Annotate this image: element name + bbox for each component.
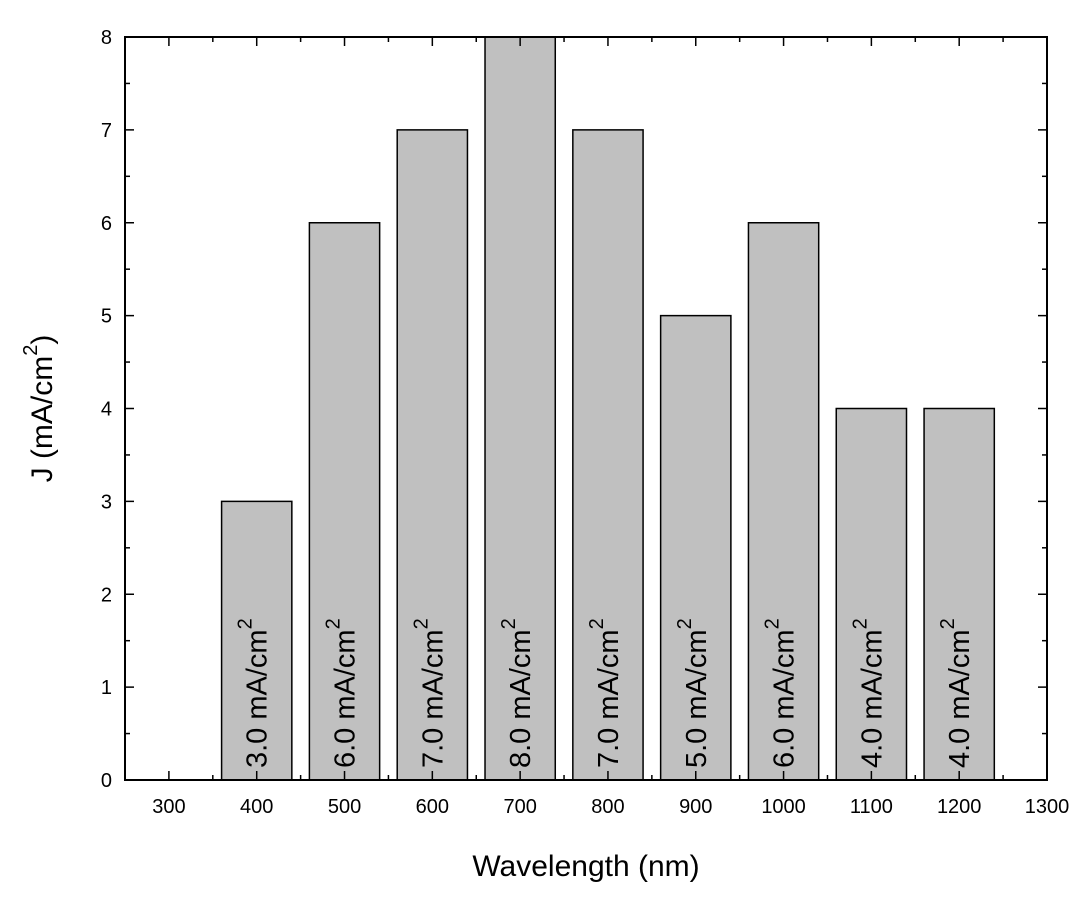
bar-900 — [659, 314, 732, 781]
bar-400 — [220, 500, 293, 781]
y-tick-label: 2 — [101, 584, 112, 606]
bar-label-1000: 6.0 mA/cm2 — [762, 618, 801, 768]
axes-group — [124, 36, 1048, 781]
bar-label-700: 8.0 mA/cm2 — [498, 618, 537, 768]
bar-label-500: 6.0 mA/cm2 — [323, 618, 362, 768]
bar-label-400: 3.0 mA/cm2 — [235, 618, 274, 768]
y-tick-label: 5 — [101, 306, 112, 328]
x-tick-label: 800 — [591, 796, 624, 818]
bar-700 — [484, 36, 557, 781]
y-tick-label: 7 — [101, 120, 112, 142]
bar-label-1200: 4.0 mA/cm2 — [937, 618, 976, 768]
y-tick-label: 1 — [101, 677, 112, 699]
bars-group: 3.0 mA/cm2 6.0 mA/cm2 7.0 mA/cm2 8.0 mA/cm2… — [220, 36, 996, 781]
x-tick-label: 900 — [679, 796, 712, 818]
x-tick-label: 1000 — [761, 796, 806, 818]
x-tick-label: 600 — [416, 796, 449, 818]
y-tick-label: 6 — [101, 213, 112, 235]
x-tick-label: 1200 — [937, 796, 982, 818]
x-tick-label: 300 — [152, 796, 185, 818]
y-axis-title: J (mA/cm2) — [20, 335, 59, 483]
bar-1100 — [835, 407, 908, 781]
y-tick-label: 0 — [101, 770, 112, 792]
x-tick-label: 1100 — [850, 796, 893, 818]
bar-label-600: 7.0 mA/cm2 — [410, 618, 449, 768]
x-tick-label: 500 — [328, 796, 361, 818]
plot-frame — [124, 36, 1048, 781]
y-tick-label: 8 — [101, 27, 112, 49]
x-axis-title: Wavelength (nm) — [472, 850, 699, 883]
y-tick-label: 4 — [101, 399, 112, 421]
bar-600 — [396, 129, 469, 781]
x-tick-label: 1300 — [1025, 796, 1070, 818]
bar-1000 — [747, 222, 820, 781]
x-tick-label: 400 — [240, 796, 273, 818]
bar-label-900: 5.0 mA/cm2 — [674, 618, 713, 768]
bar-500 — [308, 222, 381, 781]
bar-800 — [572, 129, 644, 781]
ticks-group: 300 400 500 600 700 800 900 1000 1100 1200 1300 0 1 2… — [101, 27, 1069, 818]
x-tick-label: 700 — [503, 796, 536, 818]
bar-1200 — [923, 407, 996, 781]
bar-label-800: 7.0 mA/cm2 — [586, 618, 625, 768]
bar-label-1100: 4.0 mA/cm2 — [849, 618, 888, 768]
y-tick-label: 3 — [101, 491, 112, 513]
